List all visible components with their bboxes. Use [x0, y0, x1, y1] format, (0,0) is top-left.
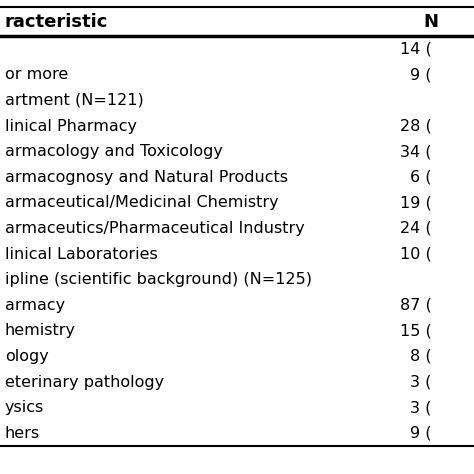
- Text: 3 (: 3 (: [410, 374, 431, 390]
- Text: 10 (: 10 (: [400, 246, 431, 262]
- Text: 19 (: 19 (: [400, 195, 431, 210]
- Text: 24 (: 24 (: [400, 221, 431, 236]
- Text: linical Laboratories: linical Laboratories: [5, 246, 157, 262]
- Text: armaceutical/Medicinal Chemistry: armaceutical/Medicinal Chemistry: [5, 195, 278, 210]
- Text: N: N: [424, 13, 439, 31]
- Text: 6 (: 6 (: [410, 170, 431, 185]
- Text: artment (N=121): artment (N=121): [5, 93, 144, 108]
- Text: 87 (: 87 (: [400, 298, 431, 313]
- Text: 15 (: 15 (: [400, 323, 431, 338]
- Text: 14 (: 14 (: [400, 42, 431, 57]
- Text: hers: hers: [5, 426, 40, 441]
- Text: 9 (: 9 (: [410, 67, 431, 82]
- Text: armaceutics/Pharmaceutical Industry: armaceutics/Pharmaceutical Industry: [5, 221, 304, 236]
- Text: 8 (: 8 (: [410, 349, 431, 364]
- Text: ipline (scientific background) (N=125): ipline (scientific background) (N=125): [5, 272, 312, 287]
- Text: 28 (: 28 (: [400, 118, 431, 134]
- Text: racteristic: racteristic: [5, 13, 108, 31]
- Text: 34 (: 34 (: [400, 144, 431, 159]
- Text: linical Pharmacy: linical Pharmacy: [5, 118, 137, 134]
- Text: ysics: ysics: [5, 400, 44, 415]
- Text: 9 (: 9 (: [410, 426, 431, 441]
- Text: armacology and Toxicology: armacology and Toxicology: [5, 144, 223, 159]
- Text: eterinary pathology: eterinary pathology: [5, 374, 164, 390]
- Text: or more: or more: [5, 67, 68, 82]
- Text: armacy: armacy: [5, 298, 65, 313]
- Text: hemistry: hemistry: [5, 323, 76, 338]
- Text: armacognosy and Natural Products: armacognosy and Natural Products: [5, 170, 288, 185]
- Text: 3 (: 3 (: [410, 400, 431, 415]
- Text: ology: ology: [5, 349, 48, 364]
